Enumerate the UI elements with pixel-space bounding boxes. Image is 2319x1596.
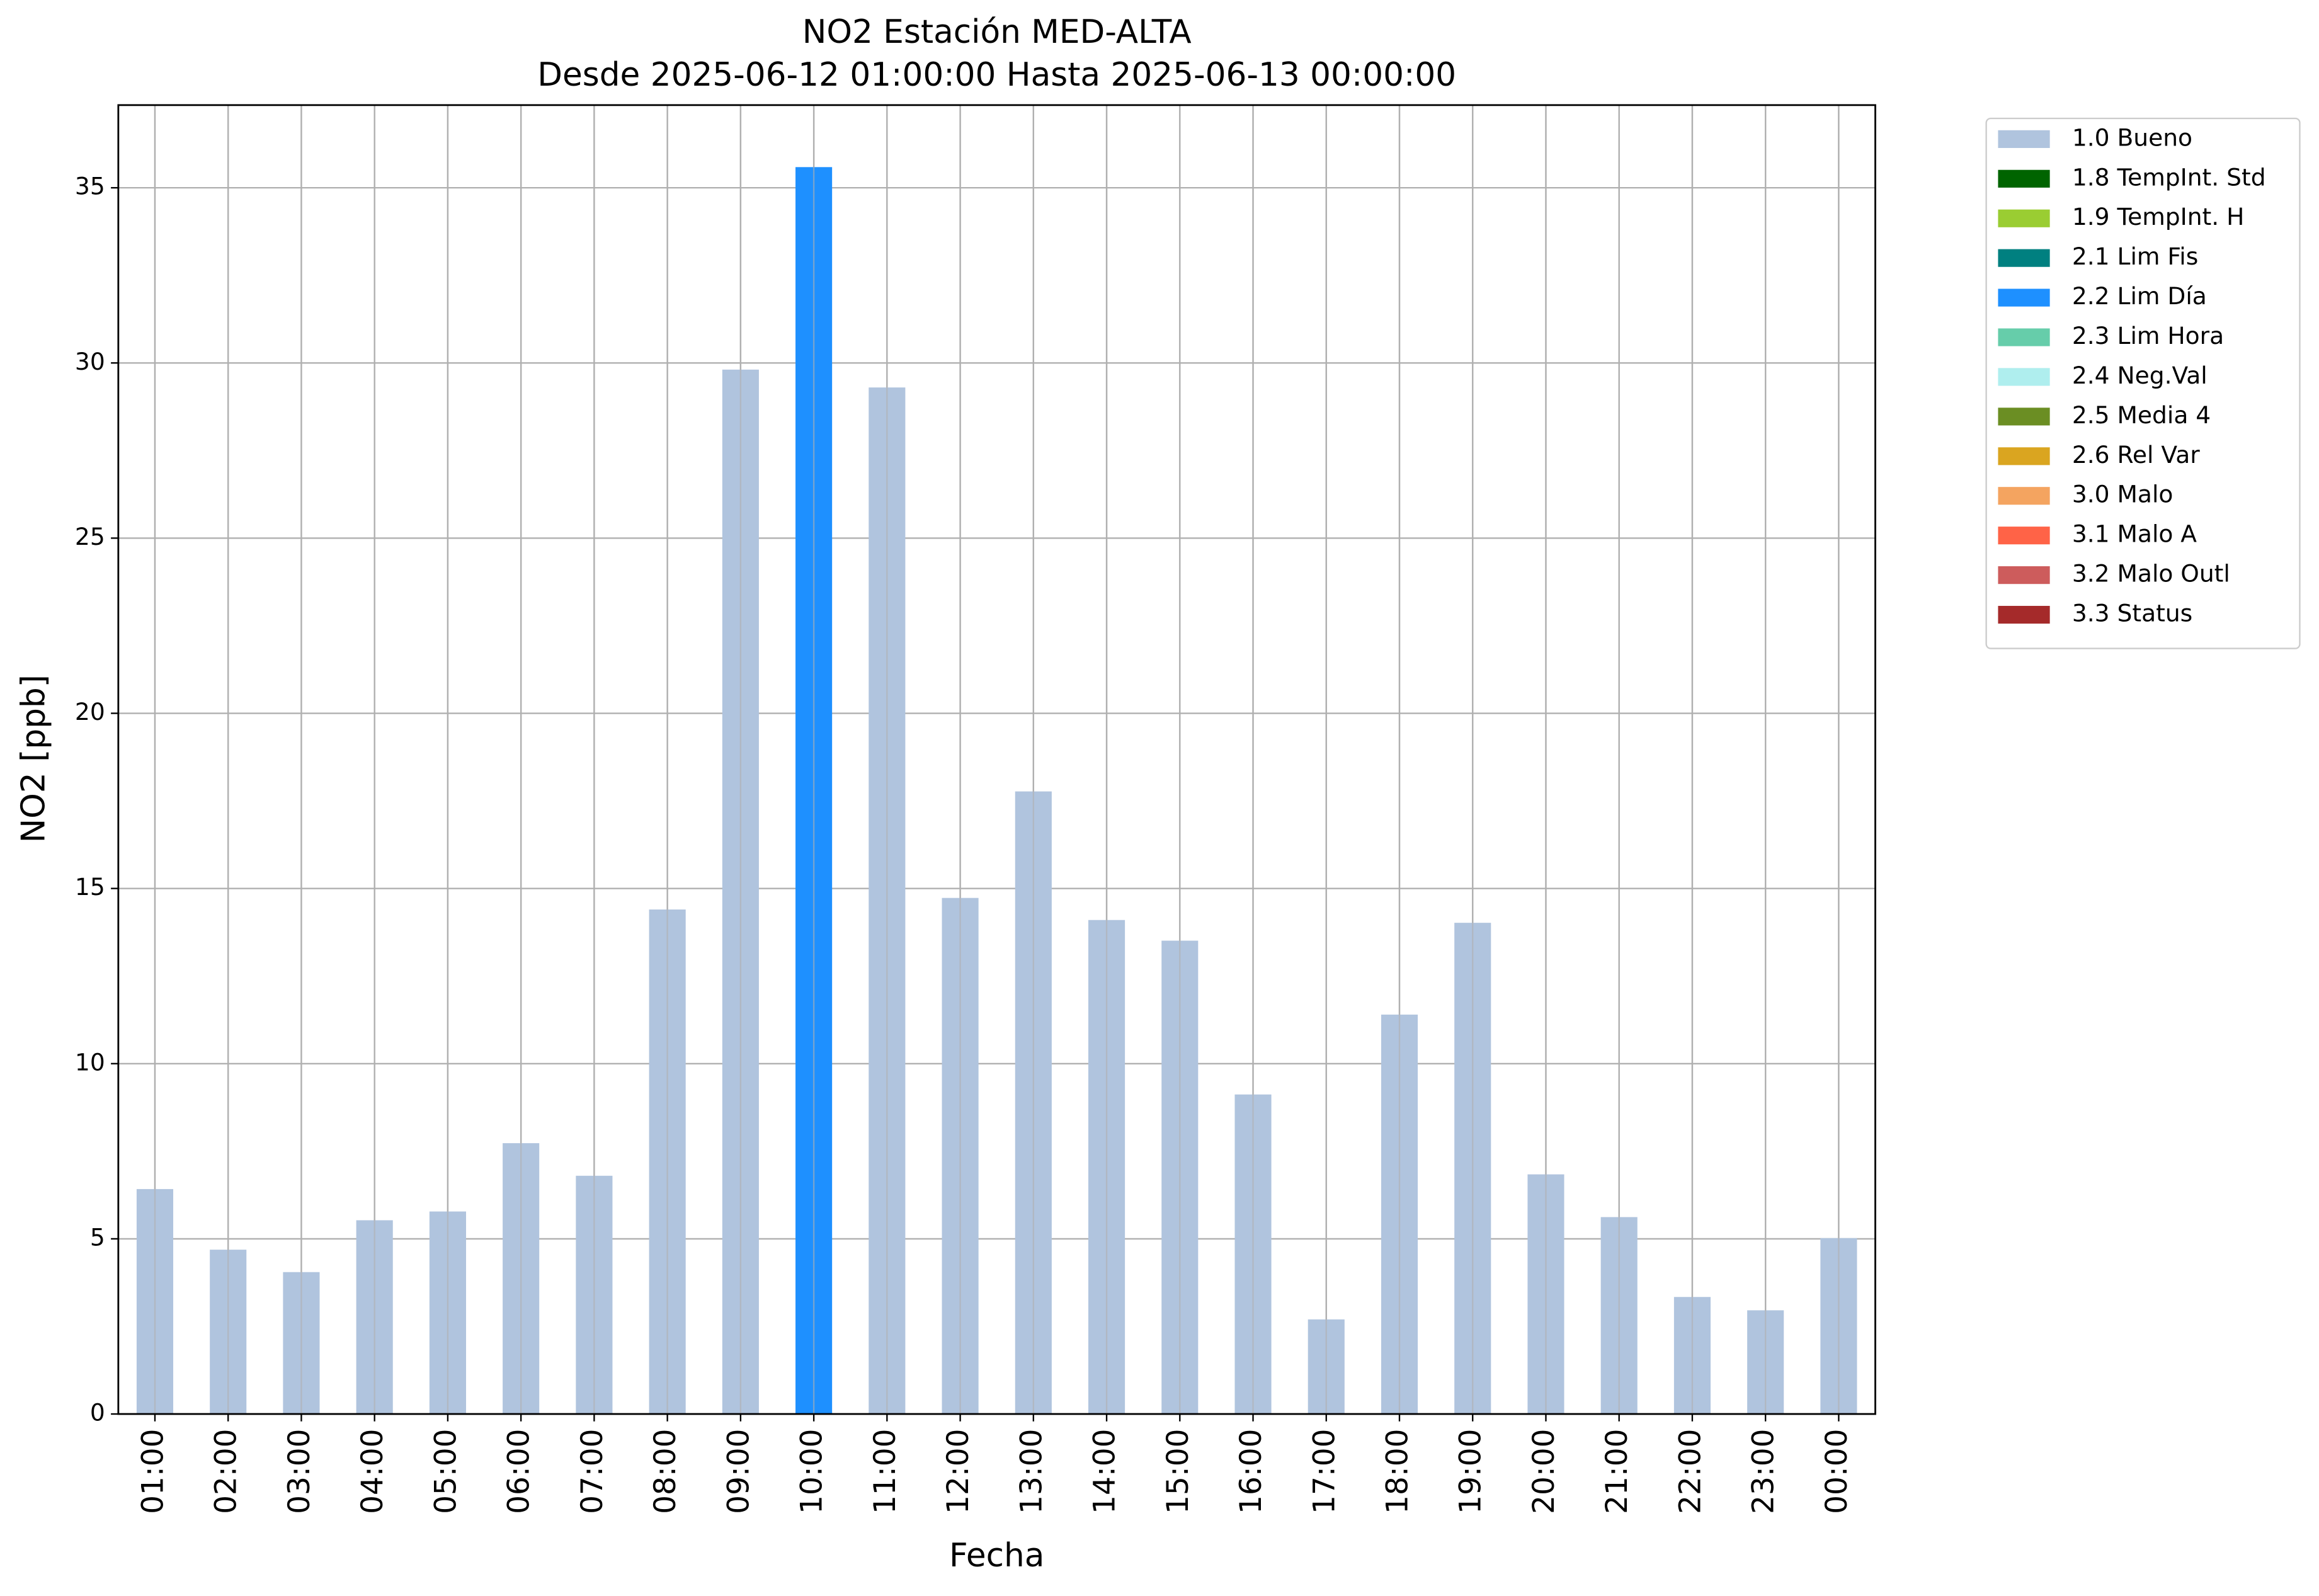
x-tick-label: 05:00 [428, 1429, 463, 1514]
legend-label: 2.4 Neg.Val [2072, 362, 2208, 389]
legend-swatch [1998, 288, 2050, 307]
x-tick-label: 01:00 [135, 1429, 170, 1514]
y-tick-label: 10 [75, 1048, 105, 1076]
y-tick-label: 20 [75, 698, 105, 726]
legend-label: 3.3 Status [2072, 600, 2192, 627]
legend-swatch [1998, 566, 2050, 584]
legend-swatch [1998, 447, 2050, 465]
x-axis-label: Fecha [949, 1537, 1044, 1575]
legend-swatch [1998, 169, 2050, 188]
y-axis-label: NO2 [ppb] [14, 675, 52, 843]
legend-label: 2.2 Lim Día [2072, 282, 2207, 310]
legend-swatch [1998, 408, 2050, 426]
x-tick-label: 20:00 [1527, 1429, 1561, 1514]
x-tick-label: 14:00 [1088, 1429, 1122, 1514]
x-tick-label: 03:00 [282, 1429, 317, 1514]
x-tick-label: 09:00 [721, 1429, 756, 1514]
y-tick-label: 35 [75, 173, 105, 200]
x-tick-label: 13:00 [1014, 1429, 1049, 1514]
legend-label: 2.6 Rel Var [2072, 441, 2200, 469]
x-tick-label: 07:00 [575, 1429, 610, 1514]
x-tick-label: 06:00 [502, 1429, 537, 1514]
x-tick-label: 22:00 [1673, 1429, 1707, 1514]
legend-swatch [1998, 328, 2050, 346]
legend-swatch [1998, 487, 2050, 505]
chart-title: NO2 Estación MED-ALTA [802, 13, 1192, 51]
legend-label: 2.5 Media 4 [2072, 401, 2211, 429]
x-tick-label: 12:00 [941, 1429, 976, 1514]
legend-label: 1.8 TempInt. Std [2072, 163, 2266, 191]
x-tick-label: 00:00 [1820, 1429, 1854, 1514]
x-tick-label: 16:00 [1234, 1429, 1268, 1514]
plot-frame [117, 104, 1876, 1415]
x-tick-label: 02:00 [209, 1429, 244, 1514]
x-tick-label: 23:00 [1746, 1429, 1781, 1514]
legend-swatch [1998, 605, 2050, 624]
x-tick-label: 08:00 [648, 1429, 683, 1514]
x-tick-label: 17:00 [1307, 1429, 1342, 1514]
y-tick-label: 30 [75, 348, 105, 375]
x-tick-label: 10:00 [795, 1429, 829, 1514]
y-tick-label: 5 [90, 1223, 105, 1251]
x-tick-label: 18:00 [1380, 1429, 1415, 1514]
legend-label: 1.9 TempInt. H [2072, 203, 2245, 231]
x-tick-label: 11:00 [868, 1429, 903, 1514]
chart-subtitle: Desde 2025-06-12 01:00:00 Hasta 2025-06-… [537, 56, 1456, 94]
legend-label: 3.1 Malo A [2072, 520, 2197, 548]
legend-label: 2.3 Lim Hora [2072, 322, 2224, 350]
legend-swatch [1998, 130, 2050, 148]
x-tick-label: 04:00 [355, 1429, 390, 1514]
legend-label: 3.2 Malo Outl [2072, 560, 2230, 588]
legend-label: 2.1 Lim Fis [2072, 242, 2198, 270]
y-tick-label: 15 [75, 873, 105, 901]
legend-swatch [1998, 527, 2050, 545]
x-tick-label: 15:00 [1161, 1429, 1195, 1514]
y-tick-label: 25 [75, 523, 105, 550]
legend-swatch [1998, 209, 2050, 227]
y-tick-label: 0 [90, 1399, 105, 1427]
x-tick-label: 19:00 [1454, 1429, 1488, 1514]
legend-box [1985, 117, 2301, 649]
x-tick-label: 21:00 [1600, 1429, 1634, 1514]
legend-swatch [1998, 249, 2050, 267]
legend-swatch [1998, 368, 2050, 386]
legend-label: 1.0 Bueno [2072, 123, 2192, 151]
legend-label: 3.0 Malo [2072, 481, 2174, 508]
